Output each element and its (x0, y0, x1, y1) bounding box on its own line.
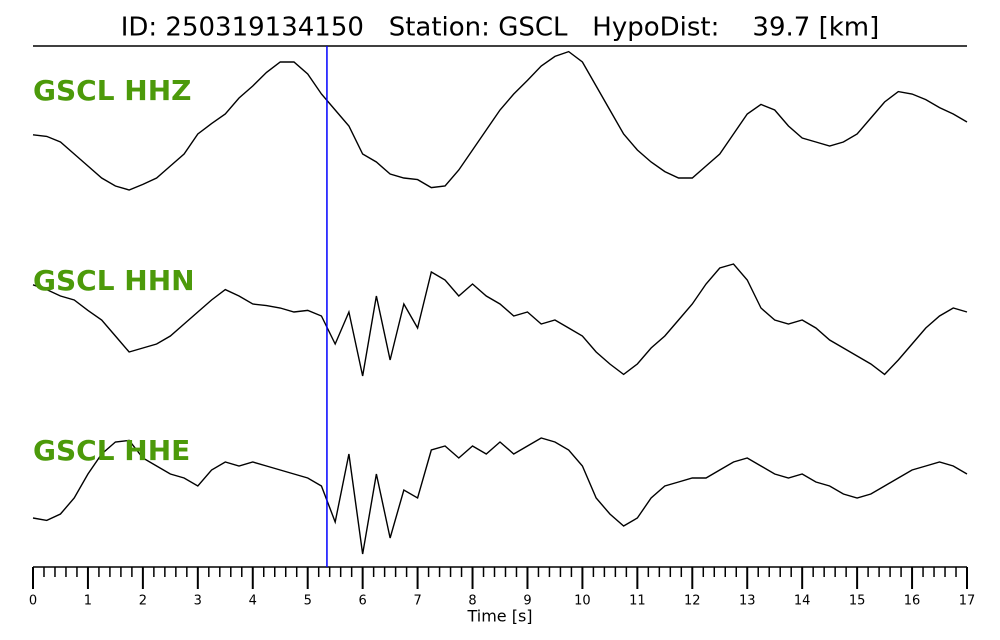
x-tick-label: 6 (359, 594, 367, 609)
x-tick-label: 8 (468, 594, 476, 609)
x-tick-label: 5 (304, 594, 312, 609)
x-tick-label: 2 (139, 594, 147, 609)
x-tick-label: 15 (849, 594, 866, 609)
x-tick-label: 3 (194, 594, 202, 609)
x-tick-label: 9 (523, 594, 531, 609)
trace (32, 437, 968, 555)
trace-label: GSCL HHE (33, 434, 190, 467)
x-tick-label: 4 (249, 594, 257, 609)
x-tick-label: 0 (29, 594, 37, 609)
x-tick-label: 7 (413, 594, 421, 609)
x-axis-label: Time [s] (466, 607, 532, 626)
x-tick-label: 13 (739, 594, 756, 609)
x-tick-label: 14 (794, 594, 811, 609)
trace-label: GSCL HHN (33, 264, 195, 297)
x-tick-label: 17 (959, 594, 976, 609)
x-tick-label: 11 (629, 594, 646, 609)
x-tick-label: 12 (684, 594, 701, 609)
x-tick-label: 10 (574, 594, 591, 609)
x-tick-label: 16 (904, 594, 921, 609)
trace (32, 263, 968, 377)
chart-title: ID: 250319134150 Station: GSCL HypoDist:… (121, 13, 880, 43)
x-tick-label: 1 (84, 594, 92, 609)
trace (32, 50, 968, 191)
trace-label: GSCL HHZ (33, 74, 191, 107)
